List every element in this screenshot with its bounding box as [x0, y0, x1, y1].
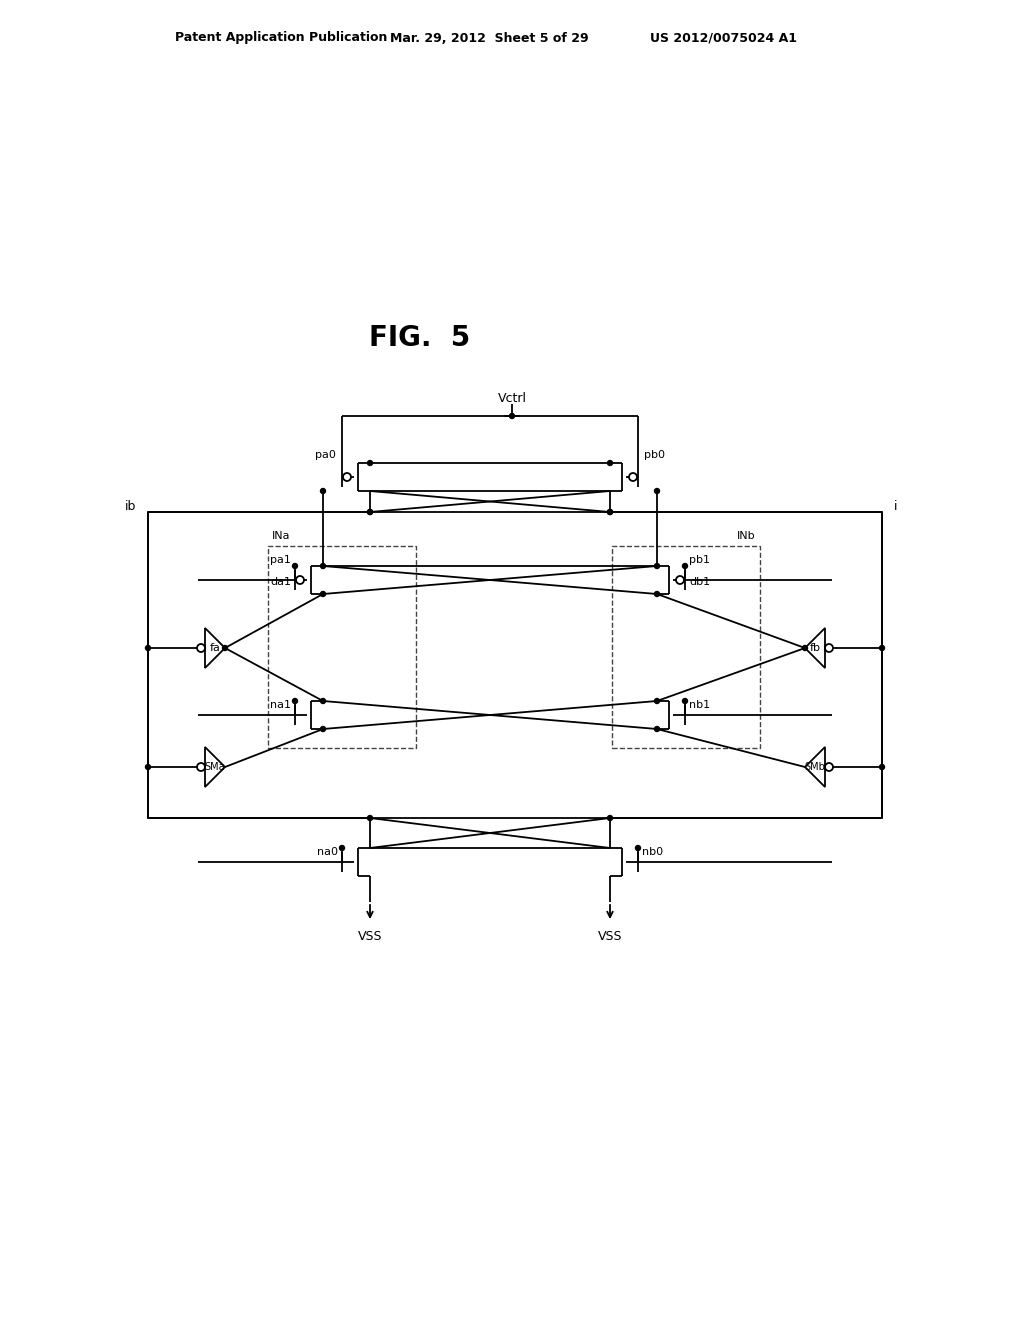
Text: pa0: pa0	[315, 450, 336, 459]
Circle shape	[368, 510, 373, 515]
Text: US 2012/0075024 A1: US 2012/0075024 A1	[650, 32, 797, 45]
Circle shape	[607, 816, 612, 821]
Text: na0: na0	[317, 847, 338, 857]
Bar	[612, 546, 760, 748]
Text: SMb: SMb	[805, 762, 825, 772]
Text: nb0: nb0	[642, 847, 664, 857]
Text: pb0: pb0	[644, 450, 665, 459]
Text: pa1: pa1	[270, 554, 291, 565]
Circle shape	[340, 846, 344, 850]
Circle shape	[654, 591, 659, 597]
Text: Patent Application Publication: Patent Application Publication	[175, 32, 387, 45]
Circle shape	[368, 816, 373, 821]
Circle shape	[321, 591, 326, 597]
Circle shape	[654, 698, 659, 704]
Text: Vctrl: Vctrl	[498, 392, 526, 404]
Circle shape	[293, 564, 298, 569]
Text: da1: da1	[270, 577, 291, 587]
Circle shape	[321, 726, 326, 731]
Text: FIG.  5: FIG. 5	[370, 323, 471, 352]
Text: na1: na1	[270, 700, 291, 710]
Text: INa: INa	[272, 531, 291, 541]
Text: VSS: VSS	[598, 929, 623, 942]
Circle shape	[321, 564, 326, 569]
Circle shape	[145, 764, 151, 770]
Circle shape	[880, 645, 885, 651]
Circle shape	[293, 698, 298, 704]
Circle shape	[803, 645, 808, 651]
Circle shape	[683, 564, 687, 569]
Text: ib: ib	[125, 499, 136, 512]
Circle shape	[654, 726, 659, 731]
Circle shape	[321, 488, 326, 494]
Circle shape	[607, 510, 612, 515]
Circle shape	[654, 488, 659, 494]
Circle shape	[683, 698, 687, 704]
Text: INb: INb	[737, 531, 756, 541]
Circle shape	[607, 461, 612, 466]
Text: i: i	[894, 499, 897, 512]
Circle shape	[368, 510, 373, 515]
Text: nb1: nb1	[689, 700, 710, 710]
Text: db1: db1	[689, 577, 710, 587]
Circle shape	[368, 461, 373, 466]
Bar	[268, 546, 416, 748]
Text: fb: fb	[810, 643, 820, 653]
Text: SMa: SMa	[205, 762, 225, 772]
Text: VSS: VSS	[357, 929, 382, 942]
Circle shape	[321, 698, 326, 704]
Text: Mar. 29, 2012  Sheet 5 of 29: Mar. 29, 2012 Sheet 5 of 29	[390, 32, 589, 45]
Circle shape	[510, 413, 514, 418]
Circle shape	[880, 764, 885, 770]
Text: pb1: pb1	[689, 554, 710, 565]
Circle shape	[607, 510, 612, 515]
Bar	[148, 512, 882, 818]
Circle shape	[636, 846, 640, 850]
Circle shape	[145, 645, 151, 651]
Text: fa: fa	[210, 643, 220, 653]
Circle shape	[222, 645, 227, 651]
Circle shape	[654, 564, 659, 569]
